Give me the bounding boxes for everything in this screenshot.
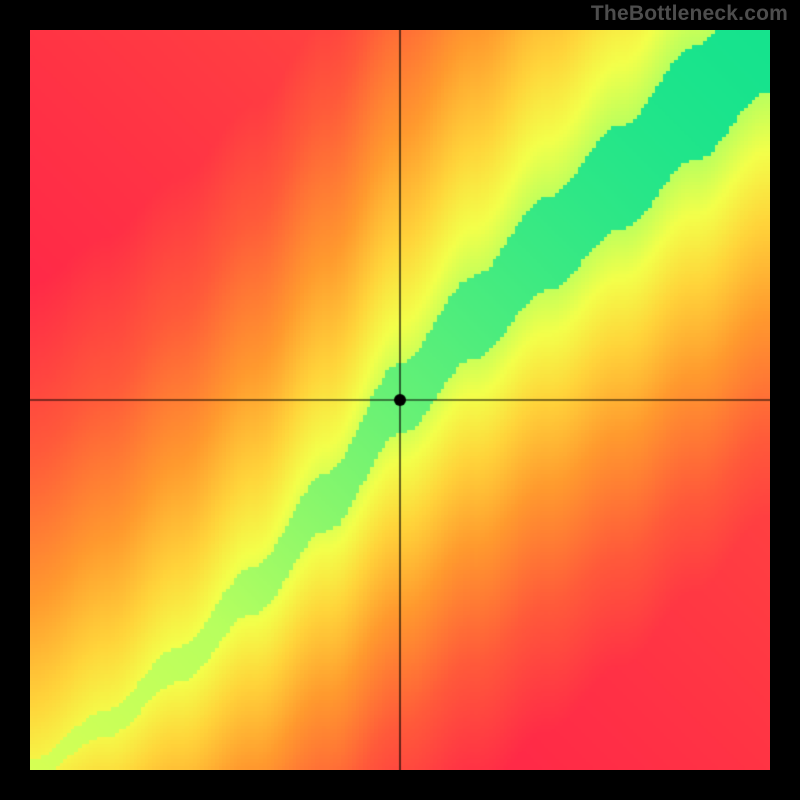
plot-area	[30, 30, 770, 770]
watermark-label: TheBottleneck.com	[591, 2, 788, 26]
bottleneck-heatmap	[30, 30, 770, 770]
chart-container: TheBottleneck.com	[0, 0, 800, 800]
